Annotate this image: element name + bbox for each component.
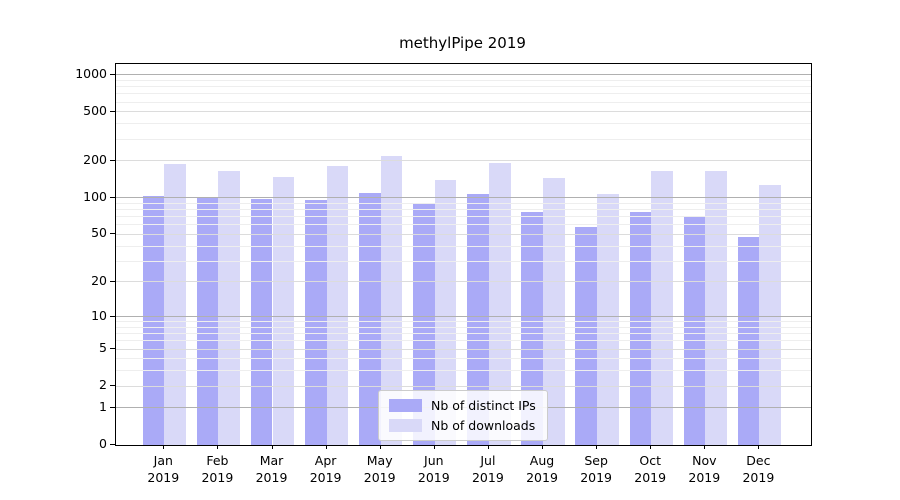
x-tick-label-may: May 2019 bbox=[363, 453, 396, 485]
y-tick-100 bbox=[110, 196, 115, 198]
chart-title: methylPipe 2019 bbox=[399, 34, 526, 52]
bar-jan-downloads bbox=[164, 163, 186, 445]
legend-label-downloads: Nb of downloads bbox=[431, 418, 536, 433]
y-tick-label-5: 5 bbox=[99, 340, 107, 355]
x-tick-label-feb: Feb 2019 bbox=[201, 453, 234, 485]
legend-item-downloads: Nb of downloads bbox=[389, 418, 536, 433]
bar-apr-downloads bbox=[326, 165, 349, 445]
legend-swatch-ips bbox=[389, 399, 422, 412]
bar-feb-ips bbox=[196, 198, 219, 445]
x-tick-dec bbox=[758, 445, 760, 449]
y-tick-0 bbox=[110, 444, 115, 445]
x-tick-jan bbox=[163, 445, 165, 449]
x-tick-label-mar: Mar 2019 bbox=[255, 453, 288, 485]
x-tick-label-jan: Jan 2019 bbox=[147, 453, 180, 485]
bar-dec-ips bbox=[737, 236, 760, 445]
x-tick-mar bbox=[271, 445, 273, 449]
y-tick-2 bbox=[110, 385, 115, 387]
x-tick-may bbox=[379, 445, 381, 449]
y-tick-5 bbox=[110, 348, 115, 349]
bar-nov-downloads bbox=[705, 170, 727, 445]
y-tick-label-200: 200 bbox=[83, 151, 107, 167]
y-tick-200 bbox=[110, 159, 115, 161]
x-tick-label-oct: Oct 2019 bbox=[634, 453, 667, 485]
y-tick-50 bbox=[110, 233, 115, 235]
bar-aug-downloads bbox=[543, 178, 565, 445]
bar-mar-ips bbox=[250, 198, 273, 445]
x-tick-label-apr: Apr 2019 bbox=[309, 453, 342, 485]
bar-sep-downloads bbox=[597, 194, 619, 445]
bar-may-downloads bbox=[380, 155, 403, 445]
bar-dec-downloads bbox=[759, 185, 782, 445]
x-tick-nov bbox=[704, 445, 706, 449]
x-tick-label-nov: Nov 2019 bbox=[688, 453, 721, 485]
x-tick-aug bbox=[542, 445, 543, 449]
y-tick-10 bbox=[110, 315, 115, 317]
bars-layer bbox=[116, 64, 811, 445]
x-tick-sep bbox=[596, 445, 598, 449]
y-tick-label-10: 10 bbox=[91, 307, 107, 323]
bar-sep-ips bbox=[575, 226, 598, 445]
bar-oct-ips bbox=[629, 212, 652, 445]
legend-swatch-downloads bbox=[389, 419, 422, 432]
bar-apr-ips bbox=[304, 199, 327, 445]
bar-mar-downloads bbox=[272, 176, 295, 445]
x-tick-label-dec: Dec 2019 bbox=[742, 453, 775, 485]
y-tick-label-500: 500 bbox=[83, 102, 107, 118]
legend-label-ips: Nb of distinct IPs bbox=[431, 398, 536, 413]
y-tick-label-2: 2 bbox=[99, 377, 107, 393]
plot-area: Nb of distinct IPs Nb of downloads bbox=[115, 63, 812, 446]
y-tick-label-0: 0 bbox=[99, 436, 107, 451]
bar-may-ips bbox=[359, 193, 381, 445]
y-tick-label-100: 100 bbox=[83, 188, 107, 204]
bar-nov-ips bbox=[683, 216, 706, 445]
bar-jan-ips bbox=[142, 195, 165, 445]
y-tick-label-1: 1 bbox=[99, 398, 107, 414]
x-tick-jul bbox=[487, 445, 489, 449]
bar-jul-ips bbox=[467, 193, 489, 445]
y-tick-500 bbox=[110, 110, 115, 112]
legend: Nb of distinct IPs Nb of downloads bbox=[378, 390, 548, 441]
y-tick-label-50: 50 bbox=[91, 225, 107, 241]
x-tick-oct bbox=[650, 445, 652, 449]
y-tick-label-1000: 1000 bbox=[75, 65, 107, 81]
x-tick-jun bbox=[433, 445, 435, 449]
y-tick-20 bbox=[110, 280, 115, 282]
bar-jun-ips bbox=[413, 203, 435, 445]
x-tick-feb bbox=[217, 445, 219, 449]
y-tick-1000 bbox=[110, 73, 115, 75]
bar-aug-ips bbox=[521, 212, 543, 445]
bar-oct-downloads bbox=[651, 171, 673, 445]
x-tick-label-aug: Aug 2019 bbox=[526, 453, 558, 485]
bar-feb-downloads bbox=[218, 170, 241, 445]
bar-jul-downloads bbox=[488, 163, 511, 445]
x-tick-apr bbox=[325, 445, 327, 449]
x-tick-label-jun: Jun 2019 bbox=[417, 453, 450, 485]
x-tick-label-jul: Jul 2019 bbox=[471, 453, 504, 485]
y-tick-1 bbox=[110, 406, 115, 408]
y-tick-label-20: 20 bbox=[91, 272, 107, 288]
x-tick-label-sep: Sep 2019 bbox=[580, 453, 612, 485]
legend-item-distinct-ips: Nb of distinct IPs bbox=[389, 398, 536, 413]
